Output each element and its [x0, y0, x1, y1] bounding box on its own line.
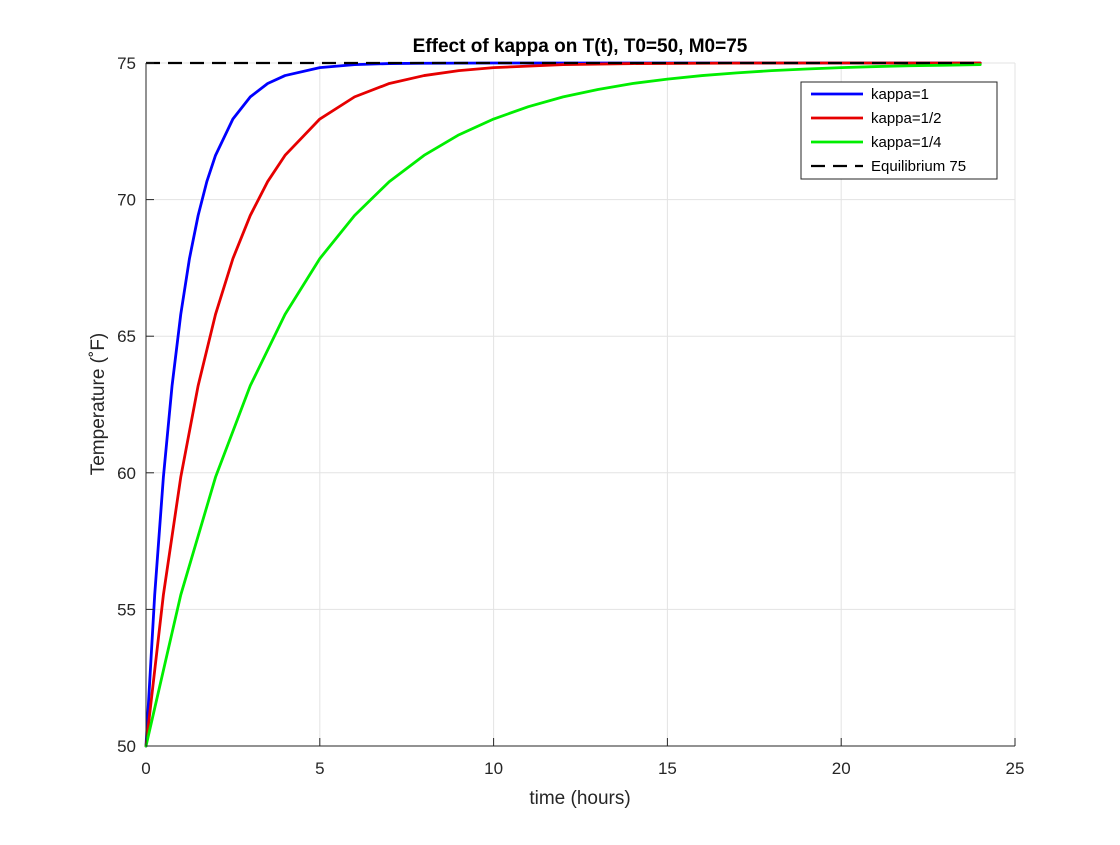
ticks-layer: 0 5 10 15 20 25 50 55 60 65 70 75	[117, 54, 1024, 778]
x-tick-label: 15	[658, 759, 677, 778]
x-axis-label: time (hours)	[529, 788, 630, 809]
x-tick-label: 20	[832, 759, 851, 778]
series-line-2	[144, 61, 982, 748]
chart-title: Effect of kappa on T(t), T0=50, M0=75	[413, 36, 748, 57]
x-tick-label: 5	[315, 759, 324, 778]
y-tick-label: 50	[117, 737, 136, 756]
y-tick-label: 60	[117, 464, 136, 483]
legend-label-2: kappa=1/2	[871, 110, 941, 127]
axes-layer	[145, 63, 1015, 747]
legend-box	[800, 81, 998, 180]
y-tick-label: 55	[117, 600, 136, 619]
grid-layer	[145, 62, 1016, 747]
y-tick-label: 70	[117, 191, 136, 210]
y-tick-label: 75	[117, 54, 136, 73]
legend-label-4: Equilibrium 75	[871, 158, 966, 175]
y-axis-label: Temperature (˚F)	[88, 333, 109, 476]
series-line-3	[144, 63, 982, 748]
legend: kappa=1 kappa=1/2 kappa=1/4 Equilibrium 75	[800, 81, 998, 180]
x-tick-label: 25	[1006, 759, 1025, 778]
series-layer	[144, 61, 982, 748]
legend-label-3: kappa=1/4	[871, 134, 941, 151]
x-tick-label: 0	[141, 759, 150, 778]
x-tick-label: 10	[484, 759, 503, 778]
legend-label-1: kappa=1	[871, 86, 929, 103]
y-tick-label: 65	[117, 327, 136, 346]
